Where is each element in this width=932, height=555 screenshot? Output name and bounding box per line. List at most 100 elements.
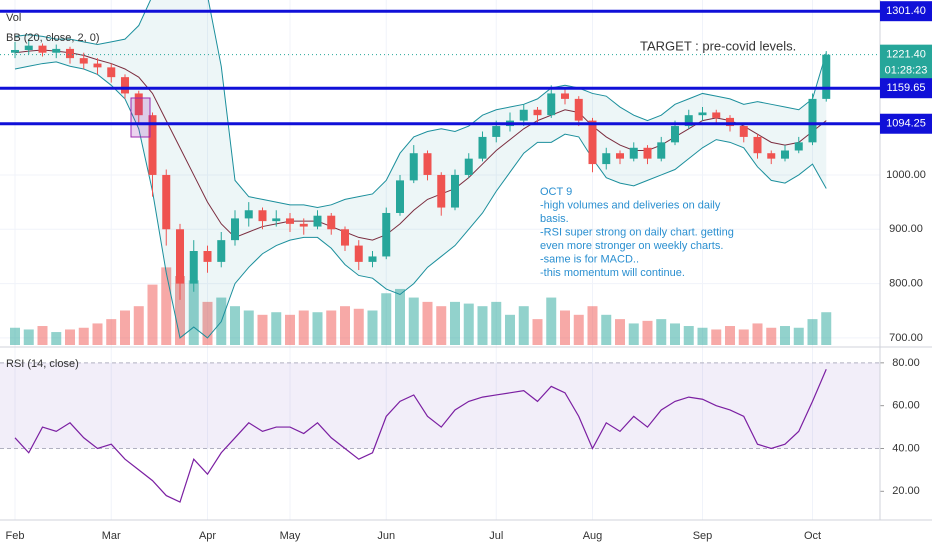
candle-body [409, 153, 418, 181]
candle-body [464, 158, 473, 175]
candle-body [341, 229, 349, 246]
volume-bar [271, 312, 282, 345]
note-line: -same is for MACD.. [540, 253, 639, 265]
volume-bar [312, 312, 323, 345]
candle-body [492, 126, 501, 137]
candle-body [286, 218, 294, 224]
volume-bar [780, 326, 790, 345]
rsi-band [0, 362, 880, 449]
candle-body [726, 117, 734, 127]
bb-legend: BB (20, close, 2, 0) [6, 32, 100, 44]
candle-body [602, 153, 611, 165]
bb-middle [14, 49, 827, 241]
candle-body [66, 48, 74, 59]
candle-body [781, 150, 789, 159]
candle-body [739, 126, 748, 137]
x-tick-label: Oct [804, 530, 821, 542]
volume-bar [807, 319, 818, 345]
rsi-tick-label: 20.00 [892, 485, 920, 497]
candle-body [148, 115, 157, 175]
volume-bar [367, 310, 378, 345]
candle-body [533, 109, 542, 116]
bb-lower [14, 61, 827, 339]
volume-bar [353, 308, 364, 345]
volume-bar [408, 297, 419, 345]
note-line: -this momentum will continue. [540, 267, 685, 279]
candle-body [231, 218, 239, 241]
candle-body [121, 77, 129, 94]
rsi-line [14, 369, 827, 503]
candle-body [299, 223, 308, 227]
candle-body [657, 142, 666, 159]
volume-bar [340, 306, 350, 345]
candle-body [368, 256, 377, 262]
level-label: 1301.40 [886, 5, 926, 17]
candle-body [203, 251, 212, 262]
volume-bar [51, 332, 62, 345]
candle-body [189, 251, 198, 284]
volume-bar [518, 306, 529, 345]
last-price-label: 1221.40 [886, 49, 926, 61]
volume-bar [436, 306, 447, 345]
level-box [880, 78, 932, 99]
candle-body [451, 174, 459, 208]
candle-body [643, 147, 652, 159]
volume-bar [670, 323, 680, 345]
volume-bar [243, 310, 254, 345]
level-label: 1159.65 [887, 82, 926, 94]
candle-body [258, 210, 267, 222]
x-tick-label: Apr [199, 530, 216, 542]
candle-body [396, 180, 404, 213]
volume-bar [120, 310, 130, 345]
volume-bar [395, 288, 405, 345]
candle-body [313, 215, 322, 227]
volume-bar [532, 319, 543, 345]
level-label: 1094.25 [886, 118, 926, 130]
volume-bar [202, 301, 213, 345]
candle-body [382, 212, 391, 257]
volume-bar [615, 319, 625, 345]
candle-body [11, 49, 19, 53]
candle-body [684, 115, 693, 127]
candle-body [437, 174, 446, 208]
bb-upper [14, 0, 827, 209]
volume-bar [587, 306, 598, 345]
candle-body [616, 153, 624, 159]
countdown: 01:28:23 [885, 65, 928, 77]
volume-bar [161, 267, 172, 345]
candle-body [272, 218, 281, 222]
candle-body [671, 126, 679, 143]
volume-bar [298, 310, 309, 345]
candle-body [176, 229, 184, 284]
level-box [880, 1, 932, 22]
volume-bar [738, 329, 749, 345]
x-tick-label: May [280, 530, 301, 542]
candle-body [327, 215, 336, 230]
candle-body [574, 98, 583, 121]
candle-body [93, 63, 102, 68]
volume-bar [23, 329, 34, 345]
volume-bar [92, 323, 103, 345]
y-tick-label: 900.00 [889, 223, 923, 235]
candle-body [162, 174, 171, 230]
plot [0, 0, 884, 520]
candle-body [767, 153, 776, 159]
volume-bar [546, 297, 557, 345]
last-price-box [880, 44, 932, 81]
x-tick-label: Sep [693, 530, 713, 542]
x-tick-label: Feb [6, 530, 25, 542]
volume-bar [257, 314, 268, 345]
volume-bar [821, 312, 832, 345]
rsi-tick-label: 40.00 [892, 442, 920, 454]
candle-body [217, 240, 226, 262]
candle-body [822, 54, 831, 99]
candle-body [478, 136, 487, 159]
volume-bar [65, 329, 75, 345]
candle-body [561, 93, 569, 99]
rsi-tick-label: 80.00 [892, 357, 920, 369]
x-tick-label: Jun [377, 530, 395, 542]
candle-body [244, 210, 253, 219]
volume-bar [642, 320, 653, 345]
volume-bar [560, 310, 570, 345]
